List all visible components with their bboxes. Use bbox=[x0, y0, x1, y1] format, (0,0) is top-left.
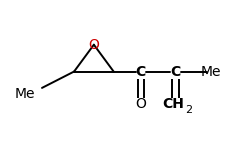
Text: Me: Me bbox=[201, 65, 221, 79]
Text: C: C bbox=[136, 65, 146, 79]
Text: CH: CH bbox=[162, 97, 184, 111]
Text: Me: Me bbox=[15, 87, 35, 101]
Text: O: O bbox=[88, 38, 99, 52]
Text: O: O bbox=[135, 97, 146, 111]
Text: 2: 2 bbox=[185, 104, 192, 115]
Text: C: C bbox=[170, 65, 181, 79]
